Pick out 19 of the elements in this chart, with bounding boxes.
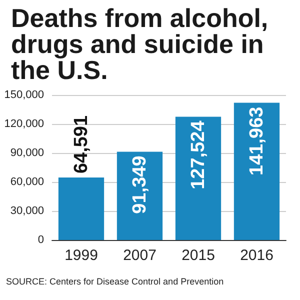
y-tick-label: 90,000 bbox=[10, 147, 44, 159]
x-tick-label: 1999 bbox=[64, 247, 98, 264]
data-label: 64,591 bbox=[70, 115, 92, 174]
data-label: 141,963 bbox=[246, 106, 268, 176]
y-tick-label: 0 bbox=[38, 234, 44, 246]
bar bbox=[175, 116, 222, 240]
x-tick-label: 2016 bbox=[240, 247, 274, 264]
chart-title: Deaths from alcohol, drugs and suicide in the U.S. bbox=[11, 3, 276, 85]
y-tick-label: 150,000 bbox=[4, 89, 44, 101]
x-tick-label: 2015 bbox=[182, 247, 215, 264]
source-note: SOURCE: Centers for Disease Control and Prevention bbox=[6, 276, 224, 286]
bar bbox=[234, 102, 280, 240]
y-tick-label: 60,000 bbox=[10, 176, 44, 188]
x-tick-label: 2007 bbox=[123, 247, 156, 264]
y-tick-label: 120,000 bbox=[4, 118, 44, 130]
bar bbox=[58, 178, 104, 240]
data-label: 91,349 bbox=[129, 156, 150, 214]
data-label: 127,524 bbox=[188, 120, 209, 190]
y-tick-label: 30,000 bbox=[10, 205, 44, 217]
